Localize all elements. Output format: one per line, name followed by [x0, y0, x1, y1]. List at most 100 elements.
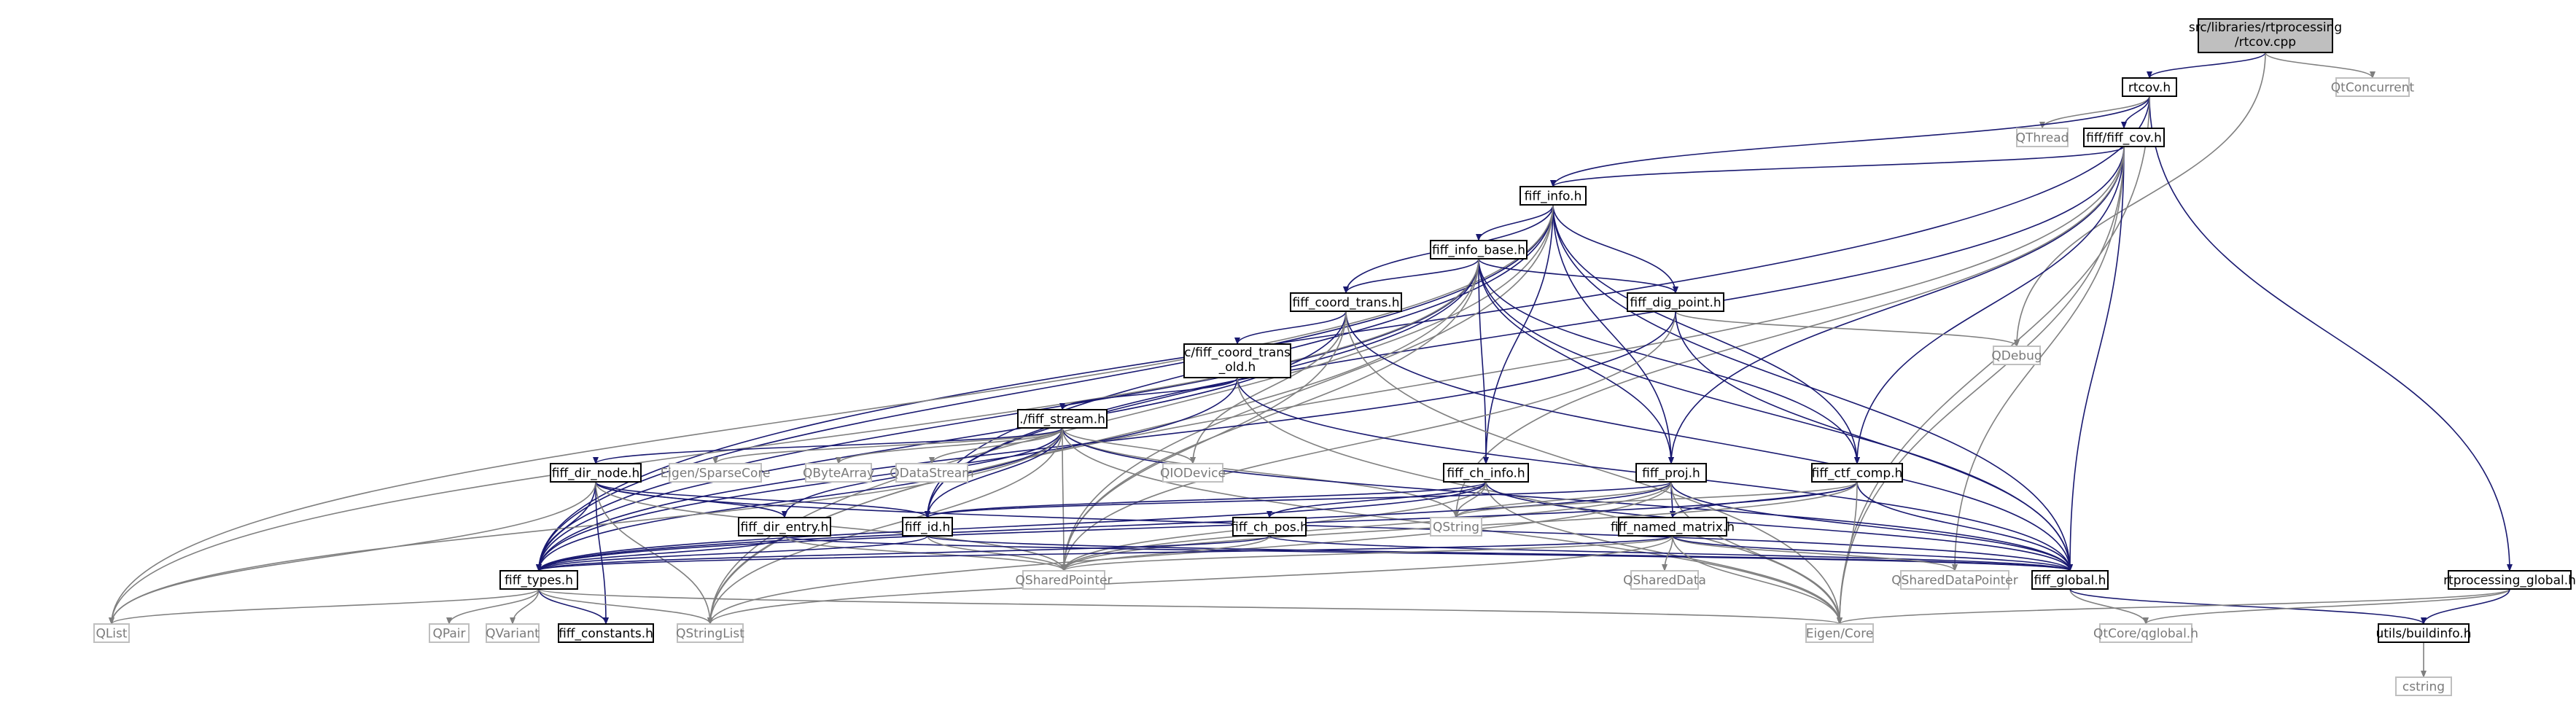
dependency-edge [1854, 146, 2125, 464]
dependency-edge [1478, 258, 1674, 464]
node-box [550, 463, 642, 483]
dependency-edge [1061, 311, 1676, 572]
node-box [1993, 346, 2041, 365]
graph-node: QList [93, 623, 130, 643]
dependency-edge [2143, 588, 2510, 625]
dependency-edge [536, 535, 1673, 572]
dependency-edge [536, 377, 1238, 572]
node-box [902, 517, 953, 537]
graph-node: QSharedDataPointer [1891, 570, 2018, 590]
dependency-edge [1675, 311, 2073, 572]
graph-node[interactable]: fiff/fiff_cov.h [2083, 128, 2165, 147]
node-label: QVariant [486, 627, 540, 641]
node-label: rtcov.h [2128, 81, 2171, 95]
graph-node[interactable]: fiff_global.h [2031, 570, 2109, 590]
node-label: QStringList [676, 627, 744, 641]
node-label: rtprocessing_global.h [2443, 574, 2576, 588]
node-label: fiff_ctf_comp.h [1812, 467, 1903, 481]
node-box [805, 463, 872, 483]
dependency-edge [1453, 481, 1672, 518]
node-box [1519, 186, 1587, 206]
graph-node[interactable]: c/fiff_coord_trans_old.h [1183, 343, 1291, 378]
dependency-edge [1059, 377, 1238, 410]
node-label: fiff_dig_point.h [1630, 296, 1721, 311]
dependency-edge [510, 588, 540, 625]
dependency-edge [1062, 427, 1196, 464]
node-box [1183, 343, 1291, 378]
graph-node[interactable]: ./fiff_stream.h [1017, 409, 1108, 429]
node-label: cstring [2402, 680, 2445, 695]
dependency-edge [536, 204, 1554, 572]
dependency-edge [707, 204, 1554, 625]
graph-node[interactable]: src/libraries/rtprocessing/rtcov.cpp [2189, 18, 2342, 53]
dependency-edge [1550, 146, 2125, 187]
dependency-edge [2265, 52, 2375, 79]
node-label: Eigen/Core [1806, 627, 1874, 641]
graph-node[interactable]: rtprocessing_global.h [2443, 570, 2576, 590]
node-box [1630, 570, 1699, 590]
node-box [2083, 128, 2165, 147]
dependency-edge [538, 588, 1842, 625]
graph-node[interactable]: fiff_info.h [1519, 186, 1587, 206]
graph-node[interactable]: fiff_id.h [902, 517, 953, 537]
dependency-edge [1345, 311, 2073, 572]
graph-node[interactable]: fiff_dir_entry.h [738, 517, 831, 537]
dependency-edge [109, 427, 1063, 625]
dependency-edge [536, 481, 1672, 572]
node-box [677, 623, 744, 643]
dependency-edge [1478, 258, 1489, 464]
dependency-edge [1485, 481, 2073, 572]
node-label: fiff_ch_pos.h [1231, 520, 1308, 535]
node-box [429, 623, 470, 643]
node-label: /rtcov.cpp [2235, 35, 2296, 50]
node-label: c/fiff_coord_trans [1184, 346, 1291, 360]
graph-node[interactable]: fiff_ctf_comp.h [1811, 463, 1903, 483]
graph-node[interactable]: fiff_dir_node.h [550, 463, 642, 483]
node-box [1430, 240, 1528, 260]
node-box [486, 623, 540, 643]
node-box [558, 623, 654, 643]
dependency-edge [595, 481, 2073, 572]
dependency-edge [1237, 377, 1842, 625]
dependency-edge [707, 258, 1479, 625]
dependency-edge [109, 258, 1479, 625]
dependency-edge [595, 481, 713, 625]
node-label: QByteArray [803, 467, 874, 481]
graph-node[interactable]: fiff_named_matrix.h [1611, 517, 1735, 537]
graph-node[interactable]: fiff_dig_point.h [1627, 292, 1724, 312]
dependency-edge [1478, 258, 1860, 464]
dependency-edge [2147, 52, 2266, 79]
node-label: QtConcurrent [2331, 81, 2415, 95]
dependency-edge [1552, 204, 1860, 464]
graph-node[interactable]: fiff_coord_trans.h [1290, 292, 1402, 312]
node-label: fiff_proj.h [1642, 467, 1700, 481]
graph-node[interactable]: rtcov.h [2122, 77, 2177, 97]
graph-node[interactable]: fiff_ch_pos.h [1231, 517, 1308, 537]
node-label: fiff/fiff_cov.h [2086, 131, 2162, 146]
node-box [2031, 570, 2109, 590]
graph-node[interactable]: fiff_types.h [499, 570, 578, 590]
graph-node[interactable]: fiff_constants.h [558, 623, 654, 643]
dependency-edge [109, 588, 540, 625]
graph-node[interactable]: fiff_ch_info.h [1443, 463, 1529, 483]
dependency-edge [2067, 146, 2125, 572]
nodes-layer: src/libraries/rtprocessing/rtcov.cpp rtco… [93, 18, 2576, 696]
node-label: fiff_id.h [905, 520, 951, 535]
graph-node[interactable]: fiff_proj.h [1635, 463, 1707, 483]
dependency-edge [1672, 535, 1842, 625]
dependency-edge [593, 427, 1063, 464]
dependency-edge [1061, 204, 1554, 572]
dependency-edge [1668, 146, 2125, 464]
dependency-edge [109, 481, 596, 625]
node-label: fiff_dir_node.h [552, 467, 640, 481]
node-label: QList [96, 627, 127, 641]
graph-node[interactable]: utils/buildinfo.h [2375, 623, 2472, 643]
dependency-edge [1190, 311, 1347, 464]
node-label: fiff_dir_entry.h [741, 520, 829, 535]
graph-node[interactable]: fiff_info_base.h [1430, 240, 1528, 260]
dependency-edge [1453, 481, 1858, 518]
dependency-edge [836, 427, 1063, 464]
node-box [1022, 570, 1105, 590]
dependency-edge [536, 481, 1487, 572]
